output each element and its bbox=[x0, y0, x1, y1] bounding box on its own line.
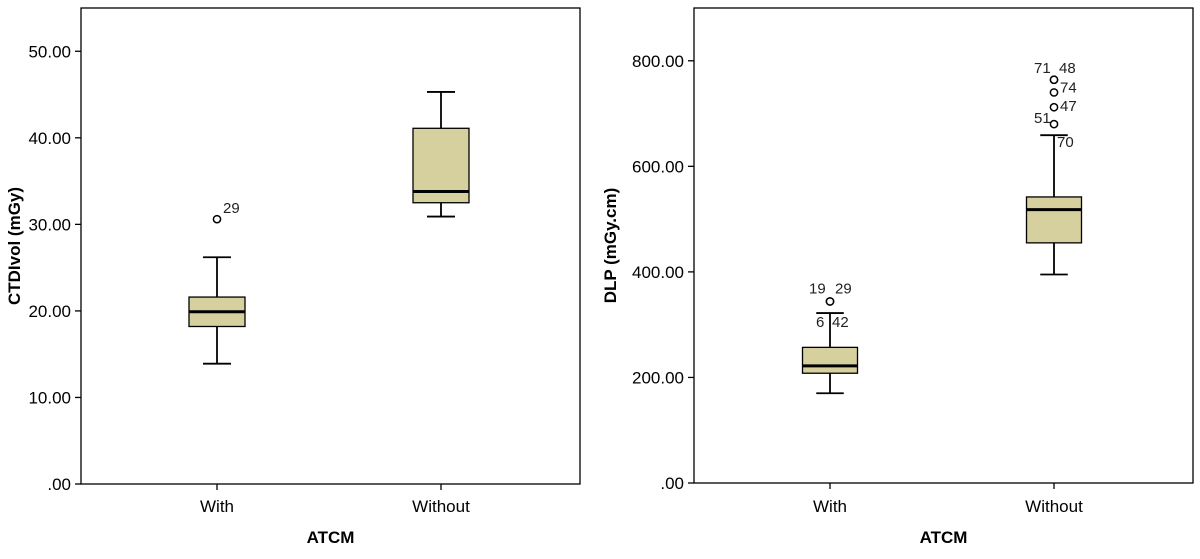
x-category-label: With bbox=[200, 497, 234, 516]
y-tick-label: 400.00 bbox=[632, 263, 684, 282]
y-axis-title: DLP (mGy.cm) bbox=[601, 188, 620, 304]
box-without bbox=[412, 91, 470, 218]
outlier-label: 71 bbox=[1034, 60, 1051, 77]
y-tick-label: .00 bbox=[660, 474, 684, 493]
outlier-point bbox=[1049, 102, 1059, 112]
plot-frame bbox=[80, 7, 581, 485]
y-tick-label: 200.00 bbox=[632, 368, 684, 387]
outlier-label: 51 bbox=[1034, 110, 1051, 127]
y-tick-label: .00 bbox=[47, 475, 71, 494]
iqr-box bbox=[1025, 196, 1083, 244]
outlier-label: 29 bbox=[835, 280, 852, 297]
x-category-label: Without bbox=[1025, 497, 1083, 516]
outlier-label: 47 bbox=[1060, 98, 1077, 115]
box-with: 19 29 6 42 bbox=[801, 280, 859, 395]
outlier-label: 48 bbox=[1059, 60, 1076, 77]
box-without: 71 48 74 47 51 70 bbox=[1025, 60, 1083, 276]
ctdivol-panel: .00 10.00 20.00 30.00 40.00 50.00 With Without A… bbox=[5, 7, 581, 547]
outlier-point bbox=[1049, 88, 1059, 97]
y-tick-label: 50.00 bbox=[28, 42, 71, 61]
dlp-panel: .00 200.00 400.00 600.00 800.00 With Without AT… bbox=[601, 7, 1194, 547]
outlier-label: 42 bbox=[832, 314, 849, 331]
outlier-label: 6 bbox=[816, 314, 824, 331]
outlier-label: 74 bbox=[1060, 79, 1077, 96]
y-tick-label: 30.00 bbox=[28, 215, 71, 234]
outlier-point bbox=[825, 297, 835, 306]
plot-frame bbox=[693, 7, 1194, 484]
y-tick-label: 20.00 bbox=[28, 302, 71, 321]
outlier-label: 70 bbox=[1057, 134, 1074, 151]
iqr-box bbox=[801, 346, 859, 374]
x-axis-title: ATCM bbox=[920, 528, 968, 547]
outlier-point bbox=[212, 214, 222, 224]
box-with: 29 bbox=[188, 200, 246, 365]
outlier-label: 19 bbox=[809, 280, 826, 297]
outlier-point bbox=[1049, 75, 1059, 85]
x-category-label: With bbox=[813, 497, 847, 516]
y-tick-label: 10.00 bbox=[28, 388, 71, 407]
y-tick-label: 800.00 bbox=[632, 52, 684, 71]
outlier-label: 29 bbox=[223, 200, 240, 217]
x-axis-title: ATCM bbox=[307, 528, 355, 547]
x-category-label: Without bbox=[412, 497, 470, 516]
y-tick-label: 40.00 bbox=[28, 129, 71, 148]
y-tick-label: 600.00 bbox=[632, 157, 684, 176]
outlier-point bbox=[1049, 119, 1059, 129]
y-axis-title: CTDIvol (mGy) bbox=[5, 187, 24, 305]
